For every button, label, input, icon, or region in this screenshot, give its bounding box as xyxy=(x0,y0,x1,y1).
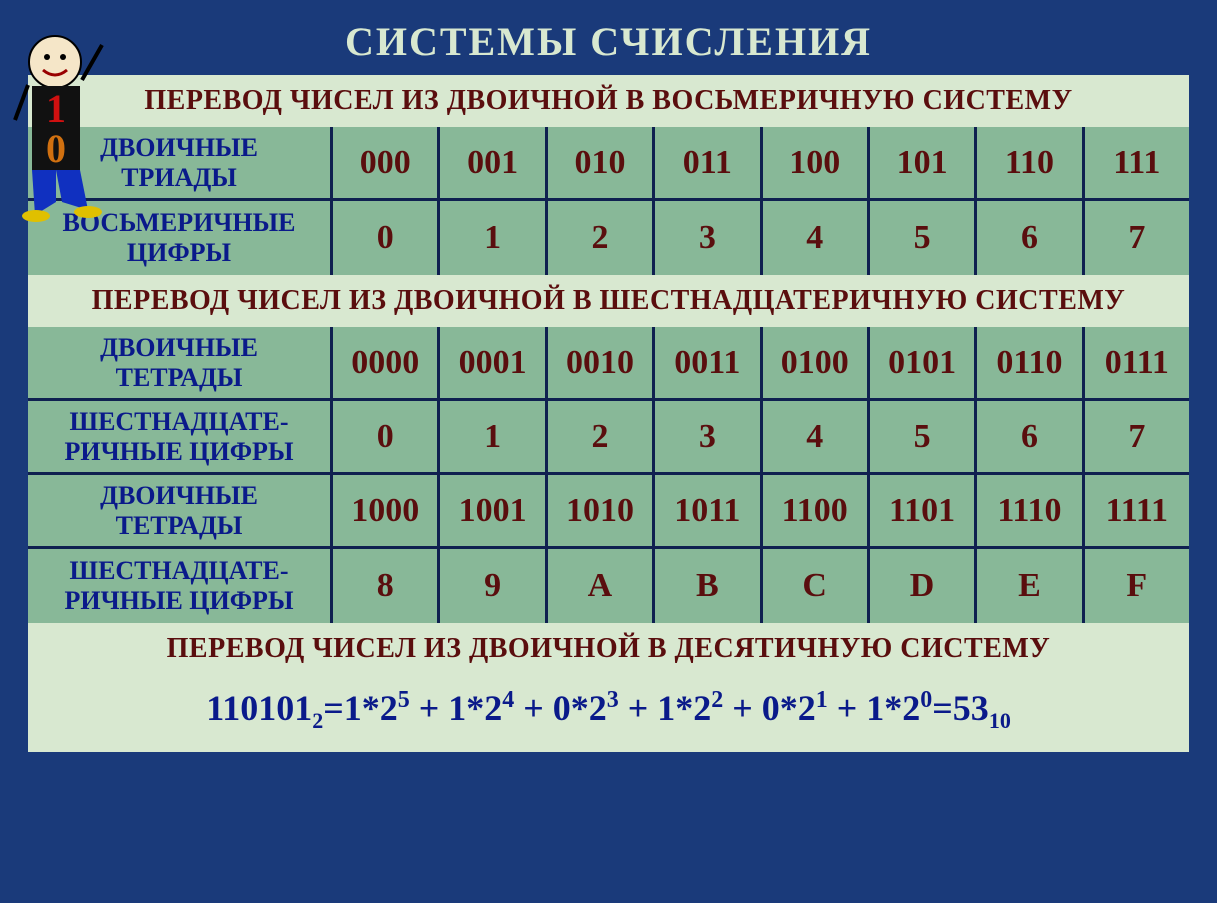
section2-header: ПЕРЕВОД ЧИСЕЛ ИЗ ДВОИЧНОЙ В ШЕСТНАДЦАТЕР… xyxy=(28,275,1189,327)
cell: 011 xyxy=(655,127,762,198)
cell: 1 xyxy=(440,201,547,275)
cell: 000 xyxy=(333,127,440,198)
cell: F xyxy=(1085,549,1189,623)
cell: 7 xyxy=(1085,201,1189,275)
cell: 010 xyxy=(548,127,655,198)
cell: 6 xyxy=(977,401,1084,472)
cell: B xyxy=(655,549,762,623)
cell: 7 xyxy=(1085,401,1189,472)
row-cells: 00000001001000110100010101100111 xyxy=(333,327,1189,398)
cell: 0000 xyxy=(333,327,440,398)
formula-band: 1101012=1*25 + 1*24 + 0*23 + 1*22 + 0*21… xyxy=(28,675,1189,752)
cell: 6 xyxy=(977,201,1084,275)
section1-header: ПЕРЕВОД ЧИСЕЛ ИЗ ДВОИЧНОЙ В ВОСЬМЕРИЧНУЮ… xyxy=(28,75,1189,127)
content-panel: ПЕРЕВОД ЧИСЕЛ ИЗ ДВОИЧНОЙ В ВОСЬМЕРИЧНУЮ… xyxy=(28,75,1189,752)
cell: 3 xyxy=(655,201,762,275)
cell: 0010 xyxy=(548,327,655,398)
cell: 0 xyxy=(333,401,440,472)
hex-table: ДВОИЧНЫЕТЕТРАДЫ0000000100100011010001010… xyxy=(28,327,1189,623)
cell: 001 xyxy=(440,127,547,198)
table-row: ШЕСТНАДЦАТЕ-РИЧНЫЕ ЦИФРЫ89ABCDEF xyxy=(28,549,1189,623)
cell: 1000 xyxy=(333,475,440,546)
cell: 4 xyxy=(763,401,870,472)
cell: 9 xyxy=(440,549,547,623)
cell: 3 xyxy=(655,401,762,472)
cell: 111 xyxy=(1085,127,1189,198)
row-cells: 000001010011100101110111 xyxy=(333,127,1189,198)
table-row: ДВОИЧНЫЕТЕТРАДЫ1000100110101011110011011… xyxy=(28,475,1189,549)
cell: 0100 xyxy=(763,327,870,398)
cell: 0 xyxy=(333,201,440,275)
cell: 4 xyxy=(763,201,870,275)
cell: 1010 xyxy=(548,475,655,546)
octal-table: ДВОИЧНЫЕТРИАДЫ000001010011100101110111ВО… xyxy=(28,127,1189,275)
cell: A xyxy=(548,549,655,623)
cell: 8 xyxy=(333,549,440,623)
cell: 1100 xyxy=(763,475,870,546)
cell: C xyxy=(763,549,870,623)
row-label: ШЕСТНАДЦАТЕ-РИЧНЫЕ ЦИФРЫ xyxy=(28,549,333,623)
section3-header: ПЕРЕВОД ЧИСЕЛ ИЗ ДВОИЧНОЙ В ДЕСЯТИЧНУЮ С… xyxy=(28,623,1189,675)
cell: 0101 xyxy=(870,327,977,398)
svg-text:0: 0 xyxy=(46,126,66,171)
cell: 5 xyxy=(870,201,977,275)
row-cells: 01234567 xyxy=(333,401,1189,472)
table-row: ШЕСТНАДЦАТЕ-РИЧНЫЕ ЦИФРЫ01234567 xyxy=(28,401,1189,475)
cell: 100 xyxy=(763,127,870,198)
page-title: СИСТЕМЫ СЧИСЛЕНИЯ xyxy=(0,0,1217,75)
table-row: ДВОИЧНЫЕТРИАДЫ000001010011100101110111 xyxy=(28,127,1189,201)
cell: D xyxy=(870,549,977,623)
cell: 1110 xyxy=(977,475,1084,546)
row-cells: 89ABCDEF xyxy=(333,549,1189,623)
cell: 0011 xyxy=(655,327,762,398)
cell: 1011 xyxy=(655,475,762,546)
cell: 0110 xyxy=(977,327,1084,398)
mascot-icon: 1 0 xyxy=(10,30,120,225)
cell: 0111 xyxy=(1085,327,1189,398)
row-cells: 01234567 xyxy=(333,201,1189,275)
svg-text:1: 1 xyxy=(46,86,66,131)
cell: 1111 xyxy=(1085,475,1189,546)
cell: 1101 xyxy=(870,475,977,546)
table-row: ВОСЬМЕРИЧНЫЕЦИФРЫ01234567 xyxy=(28,201,1189,275)
cell: 1 xyxy=(440,401,547,472)
cell: E xyxy=(977,549,1084,623)
row-label: ШЕСТНАДЦАТЕ-РИЧНЫЕ ЦИФРЫ xyxy=(28,401,333,472)
cell: 5 xyxy=(870,401,977,472)
cell: 1001 xyxy=(440,475,547,546)
row-label: ДВОИЧНЫЕТЕТРАДЫ xyxy=(28,327,333,398)
cell: 101 xyxy=(870,127,977,198)
cell: 110 xyxy=(977,127,1084,198)
table-row: ДВОИЧНЫЕТЕТРАДЫ0000000100100011010001010… xyxy=(28,327,1189,401)
row-cells: 10001001101010111100110111101111 xyxy=(333,475,1189,546)
cell: 0001 xyxy=(440,327,547,398)
cell: 2 xyxy=(548,201,655,275)
cell: 2 xyxy=(548,401,655,472)
row-label: ДВОИЧНЫЕТЕТРАДЫ xyxy=(28,475,333,546)
